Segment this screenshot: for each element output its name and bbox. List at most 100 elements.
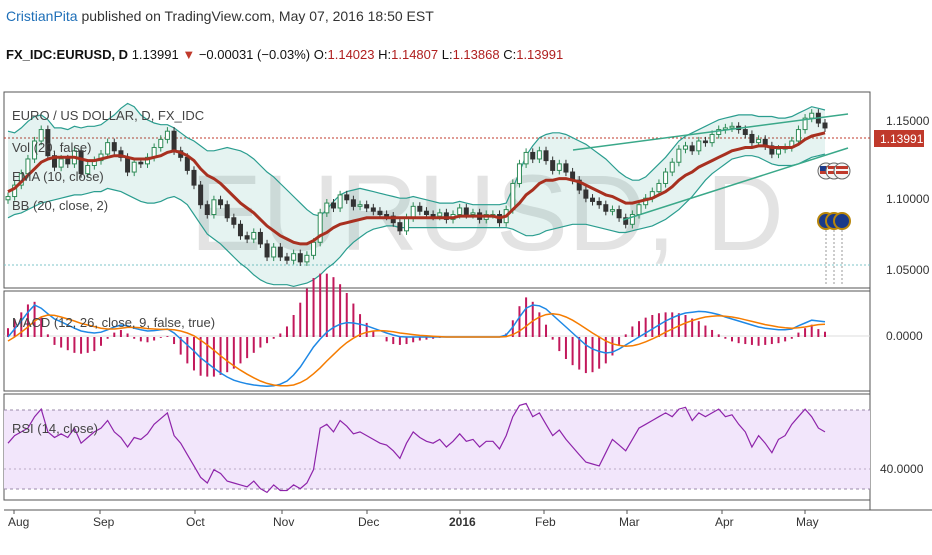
candle-body — [211, 199, 217, 216]
ticker: FX_IDC:EURUSD, D — [6, 47, 129, 62]
candle-body — [32, 140, 38, 160]
candle-body — [111, 142, 117, 152]
candle-body — [350, 199, 356, 207]
last-price: 1.13991 — [131, 47, 179, 62]
candle-body — [756, 138, 762, 144]
rsi-band — [4, 410, 870, 489]
x-tick-feb: Feb — [535, 515, 556, 529]
upper-trend-line — [572, 113, 849, 151]
candle-body — [470, 212, 476, 216]
signal-line — [7, 313, 826, 387]
candle-body — [377, 210, 383, 216]
candle-body — [576, 179, 582, 191]
close-value: 1.13991 — [516, 47, 564, 62]
candle-body — [629, 214, 635, 225]
candle-body — [802, 117, 808, 131]
low-label: L: — [441, 47, 453, 62]
candle-body — [330, 202, 336, 209]
x-tick-dec: Dec — [358, 515, 379, 529]
candle-body — [516, 163, 522, 184]
candle-body — [297, 253, 303, 263]
candle-body — [45, 129, 51, 157]
rsi-line — [7, 402, 826, 494]
macd-pane-border — [3, 290, 871, 392]
candle-body — [636, 204, 642, 215]
candle-body — [683, 145, 689, 150]
candle-body — [510, 182, 516, 211]
rsi-y-tick: 40.0000 — [880, 462, 924, 476]
candle-body — [457, 207, 463, 215]
candle-body — [563, 163, 569, 173]
macd-y-tick: 0.0000 — [886, 329, 923, 343]
candle-body — [769, 145, 775, 155]
y-tick-1: 1.15000 — [886, 114, 930, 128]
candle-body — [5, 196, 11, 201]
x-tick-sep: Sep — [93, 515, 115, 529]
candle-body — [204, 204, 210, 215]
chart-svg[interactable]: EURUSD, D EURO / US DOLLAR, D, FX_IDC Vo… — [0, 70, 932, 550]
x-tick-2016: 2016 — [449, 515, 476, 529]
candle-body — [277, 246, 283, 258]
author-link[interactable]: CristianPita — [6, 8, 78, 24]
candle-body — [131, 161, 137, 173]
chart-title: EURO / US DOLLAR, D, FX_IDC — [12, 108, 204, 123]
lower-trend-line — [622, 147, 849, 221]
event-flag-eu-3[interactable] — [833, 212, 851, 230]
candle-body — [191, 169, 197, 186]
x-tick-apr: Apr — [715, 515, 734, 529]
candle-body — [742, 129, 748, 135]
candle-body — [729, 125, 735, 129]
candle-body — [324, 202, 330, 214]
candle-body — [218, 199, 224, 206]
candle-body — [623, 217, 629, 225]
candle-body — [536, 150, 542, 160]
candle-body — [709, 133, 715, 144]
legend-vol: Vol (20, false) — [12, 140, 92, 155]
candle-body — [397, 222, 403, 232]
symbol-watermark: EURUSD, D — [190, 152, 784, 273]
candle-body — [364, 204, 370, 209]
candle-body — [596, 200, 602, 206]
candle-body — [370, 207, 376, 212]
candle-body — [337, 194, 343, 209]
publish-header: CristianPita published on TradingView.co… — [6, 8, 434, 24]
candle-body — [138, 161, 144, 165]
last-price-tag — [874, 130, 924, 147]
high-label: H: — [378, 47, 392, 62]
legend-bb: BB (20, close, 2) — [12, 198, 108, 213]
candle-body — [463, 207, 469, 215]
candle-body — [443, 212, 449, 220]
publish-info: published on TradingView.com, May 07, 20… — [81, 8, 434, 24]
last-price-tag-text: 1.13991 — [880, 132, 924, 146]
candle-body — [669, 161, 675, 173]
candle-body — [38, 129, 44, 142]
candle-body — [390, 215, 396, 224]
candle-body — [822, 122, 828, 129]
candle-body — [198, 184, 204, 206]
symbol-bar: FX_IDC:EURUSD, D 1.13991 ▼ −0.00031 (−0.… — [6, 47, 563, 62]
candle-body — [663, 171, 669, 184]
x-tick-marks — [13, 510, 806, 514]
event-stems — [825, 230, 843, 286]
down-arrow-icon: ▼ — [182, 47, 196, 62]
candle-body — [264, 243, 270, 258]
open-label: O: — [313, 47, 328, 62]
candle-body — [583, 189, 589, 199]
candle-body — [523, 151, 529, 165]
candle-body — [171, 130, 177, 152]
candle-body — [105, 142, 111, 155]
candle-body — [776, 148, 782, 155]
candle-body — [311, 241, 317, 256]
candle-body — [423, 210, 429, 216]
candle-body — [58, 158, 64, 168]
candle-body — [257, 231, 263, 245]
candle-body — [795, 129, 801, 142]
chart-frame[interactable]: EURUSD, D EURO / US DOLLAR, D, FX_IDC Vo… — [0, 70, 932, 550]
x-tick-nov: Nov — [273, 515, 294, 529]
candle-body — [616, 209, 622, 219]
candle-body — [430, 214, 436, 217]
macd-label: MACD (12, 26, close, 9, false, true) — [12, 315, 215, 330]
event-flag-us-3[interactable] — [833, 162, 851, 180]
candle-body — [603, 204, 609, 212]
candle-body — [85, 165, 91, 175]
